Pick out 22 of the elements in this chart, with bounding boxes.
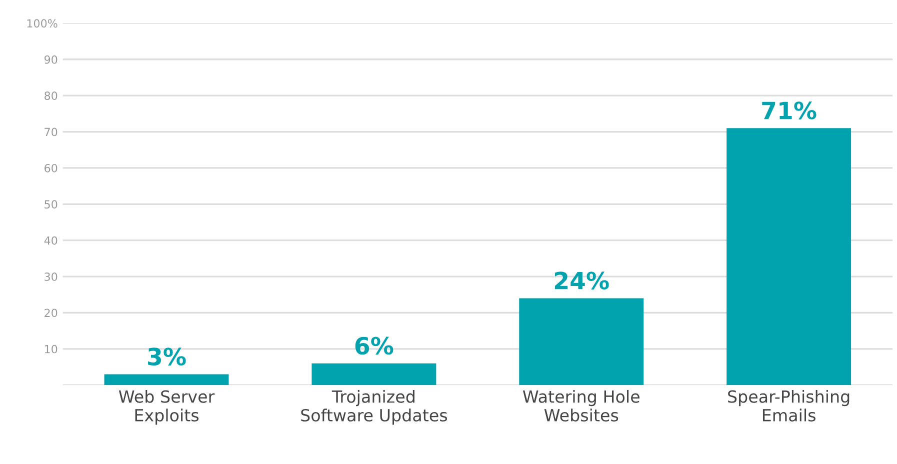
y-tick-label: 100% bbox=[27, 19, 58, 28]
y-tick-label: 80 bbox=[44, 92, 58, 100]
bar bbox=[104, 374, 229, 386]
data-label: 71% bbox=[762, 102, 816, 120]
y-tick-label: 60 bbox=[44, 164, 58, 172]
y-tick-label: 10 bbox=[45, 344, 58, 354]
bar bbox=[312, 363, 436, 386]
x-tick-label: Web Server Exploits bbox=[118, 390, 215, 425]
bar bbox=[726, 128, 852, 386]
y-tick-label: 30 bbox=[44, 272, 58, 281]
y-tick-label: 70 bbox=[44, 128, 58, 136]
data-label: 6% bbox=[355, 336, 394, 355]
data-label: 3% bbox=[148, 348, 186, 366]
x-tick-label: Trojanized Software Updates bbox=[301, 390, 448, 425]
x-tick-label: Spear-Phishing Emails bbox=[728, 390, 850, 422]
bar bbox=[519, 298, 644, 386]
y-tick-label: 40 bbox=[44, 236, 58, 245]
y-tick-label: 20 bbox=[44, 308, 58, 318]
data-label: 24% bbox=[554, 272, 609, 290]
y-tick-label: 90 bbox=[44, 55, 58, 64]
y-tick-label: 50 bbox=[44, 200, 58, 209]
x-tick-label: Watering Hole Websites bbox=[522, 390, 640, 422]
